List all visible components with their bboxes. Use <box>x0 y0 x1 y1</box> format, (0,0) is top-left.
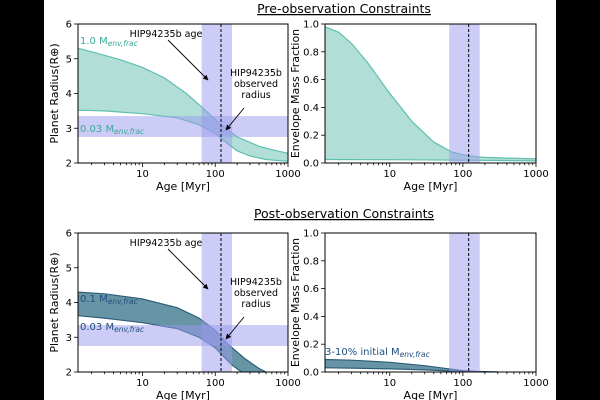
series-label-initial: 3-10% initial Menv,frac <box>325 347 431 359</box>
y-axis-label: Envelope Mass Fraction <box>289 238 302 367</box>
post-title: Post-observation Constraints <box>254 206 434 221</box>
y-tick-label: 0.6 <box>303 284 319 295</box>
y-tick-label: 6 <box>66 20 72 31</box>
x-tick-label: 100 <box>453 169 472 180</box>
panel-0: 10 100 1000 2 3 4 5 6 Age [Myr] Planet Radius(R⊕)… <box>48 20 301 194</box>
y-axis-label: Envelope Mass Fraction <box>289 29 302 158</box>
radius-annotation-line: observed <box>234 288 278 299</box>
plot-frame <box>324 23 537 164</box>
x-axis-label: Age [Myr] <box>156 389 210 400</box>
y-tick-label: 0.2 <box>303 131 319 142</box>
y-tick-label: 0.8 <box>303 47 319 58</box>
y-tick-label: 6 <box>66 229 72 240</box>
radius-arrow <box>225 107 245 131</box>
y-tick-label: 0.4 <box>303 312 319 323</box>
radius-arrow <box>225 316 245 340</box>
y-tick-label: 5 <box>66 54 72 65</box>
y-tick-label: 0.4 <box>303 103 319 114</box>
x-tick-label: 1000 <box>523 378 548 389</box>
age-arrow <box>167 248 209 290</box>
panel-3: 10 100 1000 0.0 0.2 0.4 0.6 0.8 1.0 Age [Myr] Enve… <box>289 229 549 400</box>
y-tick-label: 0.2 <box>303 340 319 351</box>
y-tick-label: 3 <box>66 124 72 135</box>
x-tick-label: 100 <box>206 378 225 389</box>
envelope-region <box>78 48 288 162</box>
envelope-region <box>325 26 536 161</box>
series-line-1 <box>325 158 536 162</box>
age-band <box>201 233 233 372</box>
y-tick-label: 2 <box>66 368 72 379</box>
series-label-0p03: 0.03 Menv,frac <box>80 124 145 136</box>
x-tick-label: 10 <box>383 169 396 180</box>
series-label-1p0: 1.0 Menv,frac <box>80 36 139 48</box>
age-band <box>449 24 480 163</box>
x-tick-label: 10 <box>136 169 149 180</box>
panel-1: 10 100 1000 0.0 0.2 0.4 0.6 0.8 1.0 Age [Myr] Enve… <box>289 20 549 194</box>
y-tick-label: 0.0 <box>303 159 319 170</box>
x-tick-label: 100 <box>453 378 472 389</box>
y-tick-label: 0.8 <box>303 256 319 267</box>
panel-inner-3 <box>325 233 498 372</box>
x-tick-label: 1000 <box>275 378 300 389</box>
x-tick-label: 10 <box>383 378 396 389</box>
radius-annotation-line: radius <box>241 299 270 310</box>
x-axis-label: Age [Myr] <box>404 389 458 400</box>
age-annotation: HIP94235b age <box>130 238 203 249</box>
panel-inner-2 <box>78 233 288 372</box>
radius-annotation-line: HIP94235b <box>230 68 282 79</box>
age-arrow <box>167 39 209 81</box>
age-annotation: HIP94235b age <box>130 29 203 40</box>
x-tick-label: 10 <box>136 378 149 389</box>
panel-2: 10 100 1000 2 3 4 5 6 Age [Myr] Planet Radius(R⊕)… <box>48 229 301 400</box>
y-tick-label: 0.6 <box>303 75 319 86</box>
x-tick-label: 1000 <box>523 169 548 180</box>
radius-annotation-line: HIP94235b <box>230 277 282 288</box>
envelope-region <box>325 359 498 372</box>
x-tick-label: 1000 <box>275 169 300 180</box>
radius-band <box>78 325 288 346</box>
y-tick-label: 2 <box>66 159 72 170</box>
age-band <box>449 233 480 372</box>
x-tick-label: 100 <box>206 169 225 180</box>
y-tick-label: 4 <box>66 89 72 100</box>
panel-inner-0 <box>78 24 288 163</box>
y-tick-label: 1.0 <box>303 229 319 240</box>
radius-band <box>78 116 288 137</box>
y-tick-label: 5 <box>66 263 72 274</box>
x-axis-label: Age [Myr] <box>404 180 458 193</box>
radius-annotation-line: observed <box>234 79 278 90</box>
y-tick-label: 0.0 <box>303 368 319 379</box>
y-axis-label: Planet Radius(R⊕) <box>48 43 61 143</box>
radius-annotation-line: radius <box>241 90 270 101</box>
series-line-0 <box>78 47 288 154</box>
plot-frame <box>324 232 537 373</box>
y-tick-label: 4 <box>66 298 72 309</box>
series-label-0p1: 0.1 Menv,frac <box>80 294 139 306</box>
age-band <box>201 24 233 163</box>
panel-inner-1 <box>325 24 536 163</box>
y-axis-label: Planet Radius(R⊕) <box>48 252 61 352</box>
x-axis-label: Age [Myr] <box>156 180 210 193</box>
pre-title: Pre-observation Constraints <box>257 1 431 16</box>
series-label-0p03: 0.03 Menv,frac <box>80 322 145 334</box>
y-tick-label: 3 <box>66 333 72 344</box>
envelope-region <box>78 292 267 372</box>
y-tick-label: 1.0 <box>303 20 319 31</box>
series-line-0 <box>325 26 536 160</box>
